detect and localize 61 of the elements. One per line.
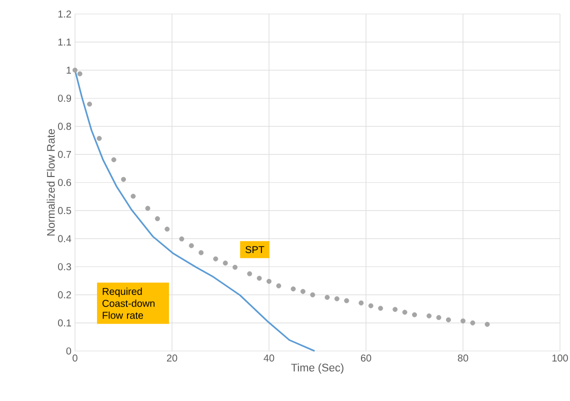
point	[378, 306, 384, 311]
point	[324, 294, 330, 300]
point	[392, 306, 398, 312]
point	[310, 292, 316, 298]
x-axis-title: Time (Sec)	[291, 363, 344, 374]
y-tick-label: 0	[66, 347, 72, 355]
x-tick-label: 0	[72, 354, 78, 362]
x-tick-label: 100	[552, 354, 568, 362]
point	[276, 283, 282, 288]
point	[358, 300, 364, 306]
point	[412, 312, 417, 318]
y-tick-label: 0.5	[58, 207, 72, 214]
point	[77, 71, 82, 76]
y-tick-label: 0.9	[58, 94, 72, 102]
y-tick-label: 0.3	[58, 263, 72, 270]
y-axis-title: Normalized Flow Rate	[46, 129, 55, 236]
x-tick-label: 80	[458, 354, 468, 362]
point	[256, 276, 262, 281]
point	[470, 320, 476, 326]
point	[436, 315, 442, 320]
point	[290, 286, 296, 292]
y-tick-label: 0.2	[58, 291, 71, 298]
annotation: Required Coast-down Flow rate	[102, 288, 155, 319]
point	[344, 298, 350, 304]
point	[460, 318, 466, 324]
x-tick-label: 60	[360, 354, 372, 362]
point	[130, 194, 136, 199]
annotation: SPT	[246, 246, 264, 254]
point	[121, 176, 126, 182]
point	[402, 310, 408, 315]
y-tick-label: 1.1	[58, 38, 72, 46]
point	[334, 296, 340, 302]
point	[96, 136, 102, 141]
y-tick-label: 1	[66, 66, 72, 74]
point	[154, 216, 160, 222]
point	[72, 68, 78, 73]
y-tick-label: 0.6	[58, 178, 72, 186]
point	[368, 303, 374, 308]
y-tick-label: 1.2	[58, 10, 71, 18]
point	[266, 278, 272, 284]
point	[213, 256, 218, 262]
y-tick-label: 0.4	[58, 235, 72, 242]
point	[446, 317, 451, 322]
point	[484, 322, 490, 327]
point	[300, 288, 306, 294]
point	[198, 250, 204, 256]
point	[164, 226, 170, 232]
point	[188, 243, 194, 248]
point	[426, 313, 432, 318]
point	[247, 271, 252, 276]
y-tick-label: 0.8	[58, 122, 72, 130]
y-tick-label: 0.1	[58, 319, 72, 326]
x-tick-label: 20	[166, 354, 178, 362]
point	[179, 236, 184, 242]
x-tick-label: 40	[264, 354, 274, 362]
y-tick-label: 0.7	[58, 150, 71, 158]
point	[87, 102, 92, 107]
point	[145, 206, 150, 211]
point	[111, 157, 116, 162]
point	[232, 264, 238, 270]
point	[222, 260, 228, 266]
